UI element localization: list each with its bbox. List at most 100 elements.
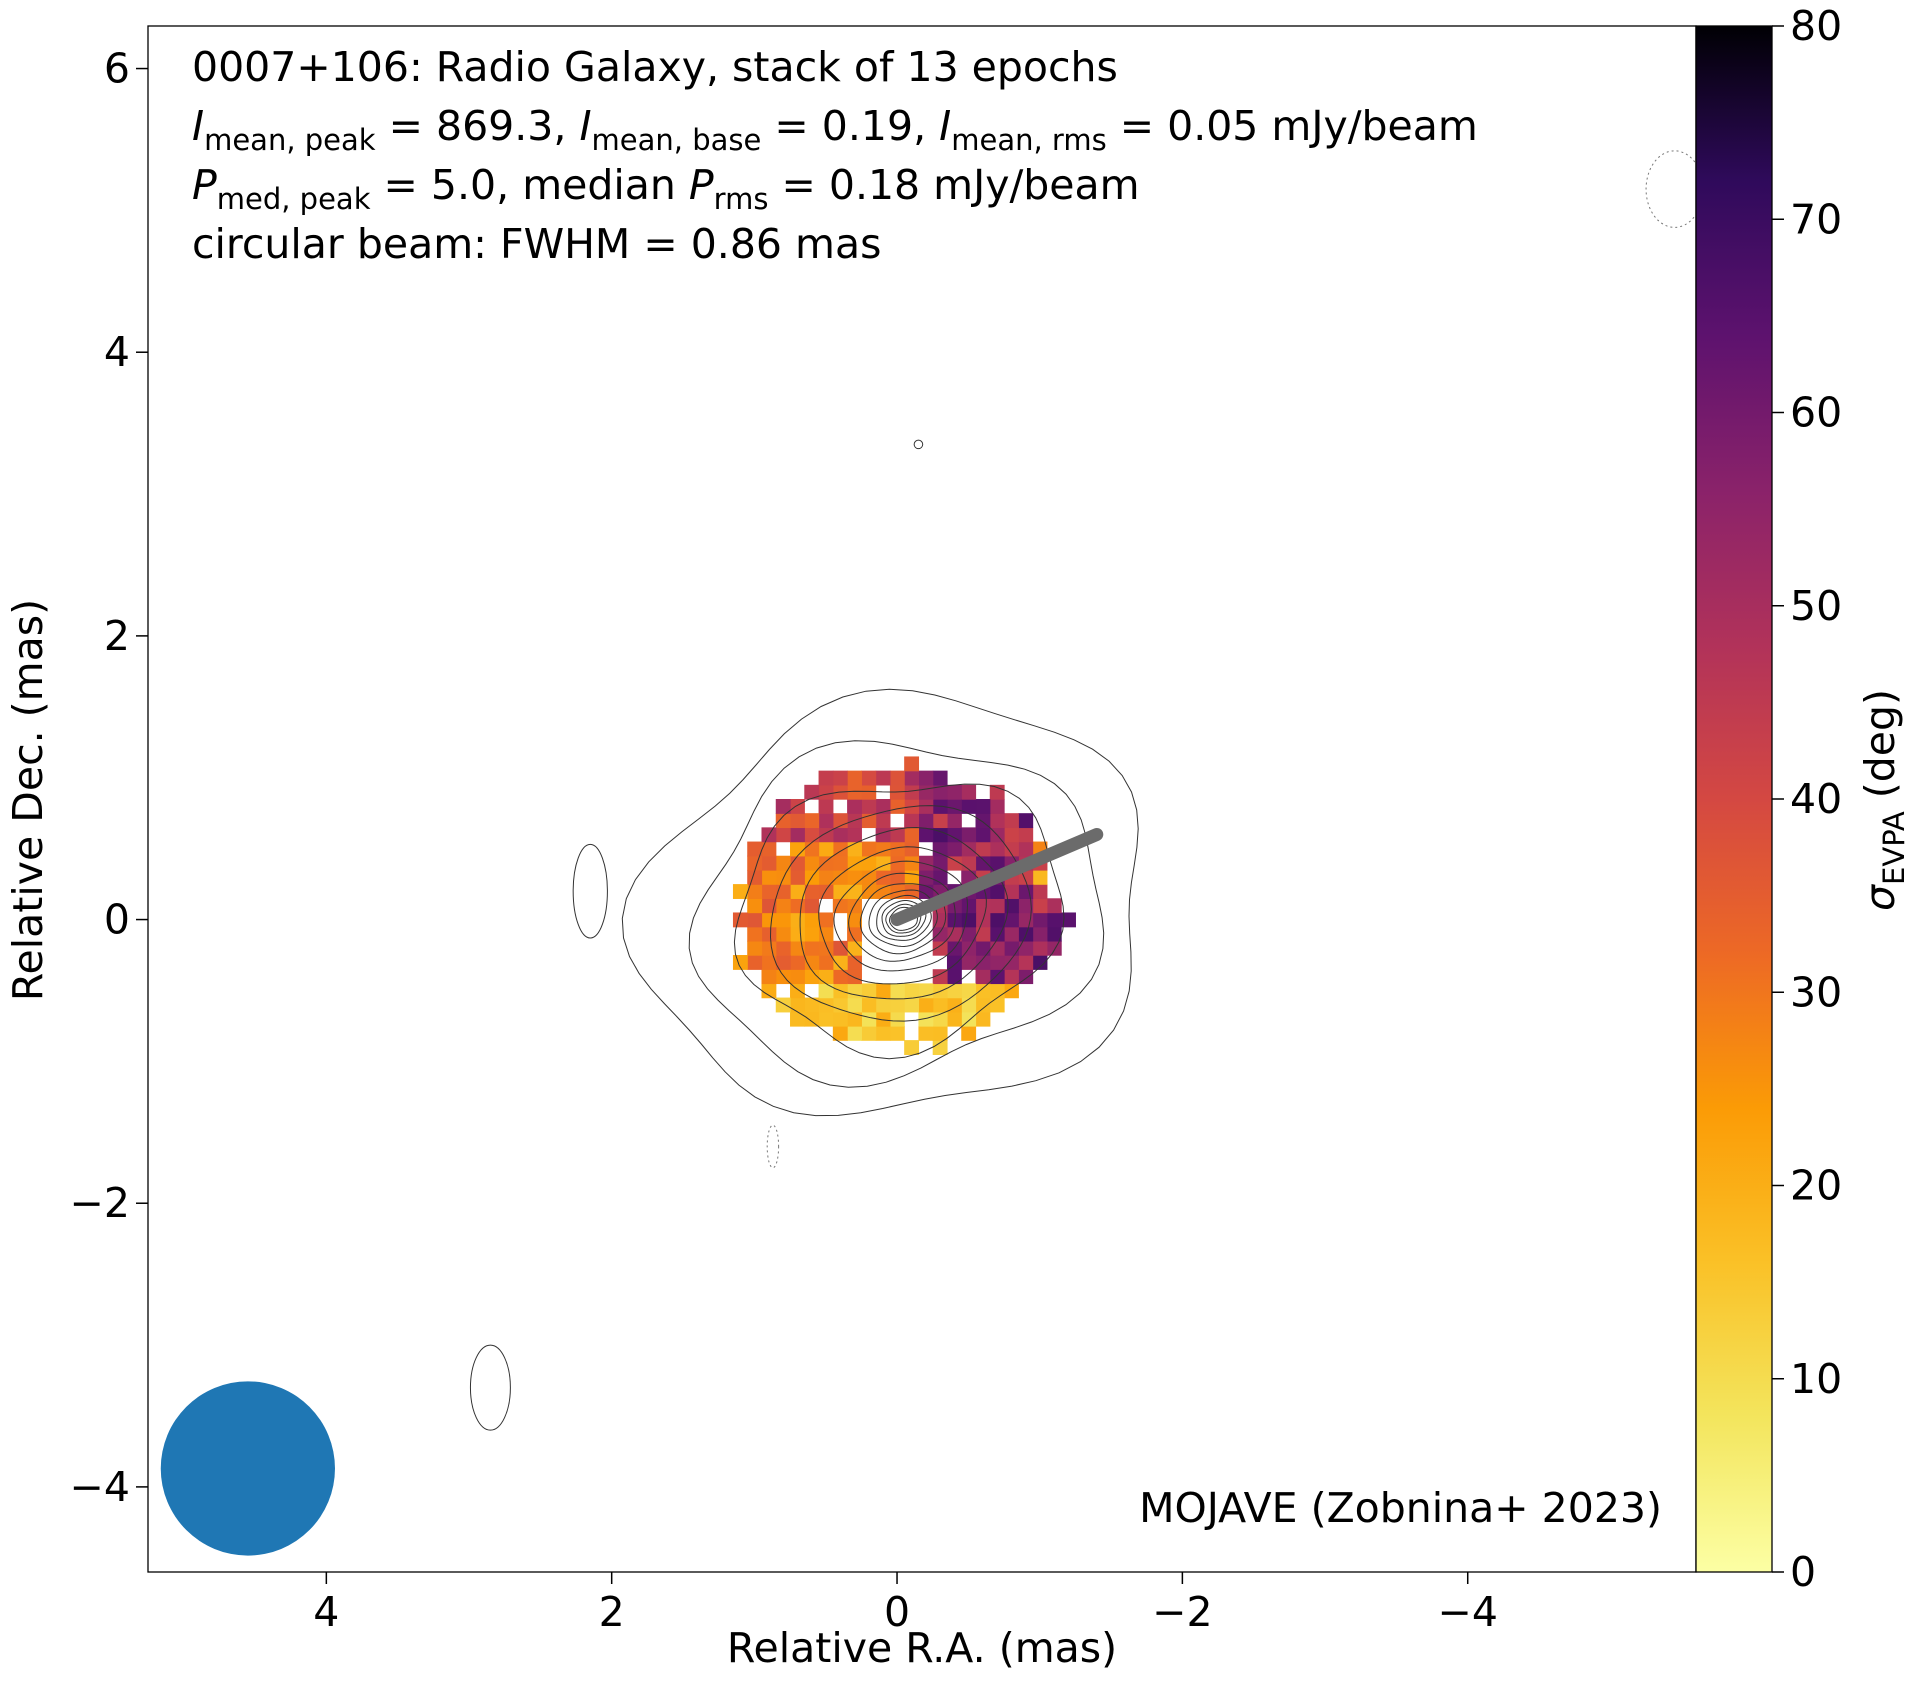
evpa-pixel: [861, 1025, 877, 1041]
evpa-pixel: [747, 955, 763, 970]
evpa-pixel: [832, 770, 848, 786]
evpa-pixel: [775, 855, 791, 871]
evpa-pixel: [1018, 969, 1034, 985]
evpa-pixel: [790, 827, 805, 843]
evpa-pixel: [1018, 955, 1034, 970]
p-rms-value: = 0.18 mJy/beam: [768, 161, 1139, 209]
evpa-pixel: [961, 799, 977, 814]
evpa-pixel: [761, 955, 777, 970]
evpa-pixel: [790, 983, 805, 999]
evpa-pixel: [747, 855, 763, 871]
evpa-pixel: [932, 784, 948, 800]
evpa-pixel: [918, 813, 934, 829]
contour-blob: [1645, 150, 1696, 228]
evpa-pixel: [847, 926, 862, 942]
evpa-pixel: [832, 869, 848, 885]
evpa-pixel: [804, 898, 820, 914]
colorbar-label-sigma: σ: [1856, 883, 1904, 911]
evpa-pixel: [1018, 813, 1034, 829]
evpa-pixel: [804, 955, 820, 970]
evpa-pixel: [889, 1025, 905, 1041]
evpa-pixel: [861, 770, 877, 786]
evpa-pixel: [946, 926, 962, 942]
evpa-pixel: [989, 884, 1005, 899]
colorbar-tick-label: 0: [1790, 1548, 1816, 1596]
evpa-pixel: [818, 784, 834, 800]
evpa-pixel: [975, 855, 991, 871]
evpa-pixel: [961, 1025, 977, 1041]
evpa-pixel: [932, 983, 948, 999]
evpa-pixel: [946, 827, 962, 843]
evpa-pixel: [775, 813, 791, 829]
evpa-pixel: [904, 1040, 920, 1055]
evpa-pixel: [918, 997, 934, 1013]
evpa-pixel: [790, 969, 805, 985]
evpa-pixel: [804, 884, 820, 899]
colorbar-tick-label: 20: [1790, 1162, 1842, 1210]
evpa-pixel: [790, 799, 805, 814]
evpa-pixel: [932, 841, 948, 857]
evpa-pixel: [847, 1025, 862, 1041]
beam-ellipse: [160, 1381, 335, 1556]
colorbar-tick-label: 10: [1790, 1355, 1842, 1403]
evpa-pixel: [989, 898, 1005, 914]
evpa-pixel: [847, 869, 862, 885]
evpa-pixel: [790, 869, 805, 885]
title-line-3: Pmed, peak = 5.0, median Prms = 0.18 mJy…: [192, 161, 1140, 216]
i-rms-value: = 0.05 mJy/beam: [1107, 102, 1478, 150]
evpa-pixel: [989, 841, 1005, 857]
y-axis-label: Relative Dec. (mas): [4, 599, 52, 1001]
stokes-i-contours: [469, 150, 1696, 1431]
evpa-pixel: [918, 1011, 934, 1027]
contour-level: [848, 872, 956, 962]
evpa-pixel: [818, 770, 834, 786]
evpa-pixel: [775, 997, 791, 1013]
colorbar-label: σEVPA (deg): [1856, 689, 1905, 911]
evpa-pixel: [975, 926, 991, 942]
evpa-pixel: [961, 983, 977, 999]
evpa-pixel: [946, 997, 962, 1013]
evpa-pixel: [847, 799, 862, 814]
x-tick-label: −2: [1152, 1588, 1212, 1636]
evpa-pixel: [861, 855, 877, 871]
evpa-pixel: [875, 799, 891, 814]
evpa-pixel: [761, 855, 777, 871]
evpa-pixel: [1061, 912, 1076, 928]
evpa-pixel: [761, 869, 777, 885]
evpa-pixel: [861, 997, 877, 1013]
evpa-pixel: [889, 855, 905, 871]
evpa-pixel: [847, 770, 862, 786]
evpa-pixel: [961, 926, 977, 942]
evpa-pixel: [832, 898, 848, 914]
evpa-pixel: [790, 884, 805, 899]
evpa-pixel: [1046, 912, 1062, 928]
evpa-pixel: [875, 1011, 891, 1027]
evpa-pixel: [804, 969, 820, 985]
evpa-pixel: [804, 784, 820, 800]
evpa-pixel: [904, 855, 920, 871]
title-line-1: 0007+106: Radio Galaxy, stack of 13 epoc…: [192, 43, 1118, 91]
evpa-pixel: [832, 841, 848, 857]
evpa-pixel: [975, 898, 991, 914]
evpa-pixel: [889, 770, 905, 786]
evpa-pixel: [1004, 884, 1019, 899]
evpa-pixel: [847, 912, 862, 928]
evpa-pixel: [975, 799, 991, 814]
evpa-pixel: [889, 997, 905, 1013]
evpa-pixel: [904, 784, 920, 800]
evpa-pixel: [790, 955, 805, 970]
evpa-pixel: [904, 869, 920, 885]
evpa-pixel: [918, 855, 934, 871]
evpa-pixel: [818, 940, 834, 956]
evpa-pixel: [832, 1011, 848, 1027]
evpa-pixel: [761, 926, 777, 942]
evpa-pixel: [1004, 898, 1019, 914]
evpa-pixel: [989, 997, 1005, 1013]
evpa-pixel: [1046, 940, 1062, 956]
evpa-pixel: [747, 898, 763, 914]
p-rms-subscript: rms: [714, 182, 769, 216]
title-block: 0007+106: Radio Galaxy, stack of 13 epoc…: [192, 43, 1478, 268]
evpa-pixel: [804, 997, 820, 1013]
evpa-pixel: [761, 841, 777, 857]
colorbar-tick-label: 70: [1790, 195, 1842, 243]
